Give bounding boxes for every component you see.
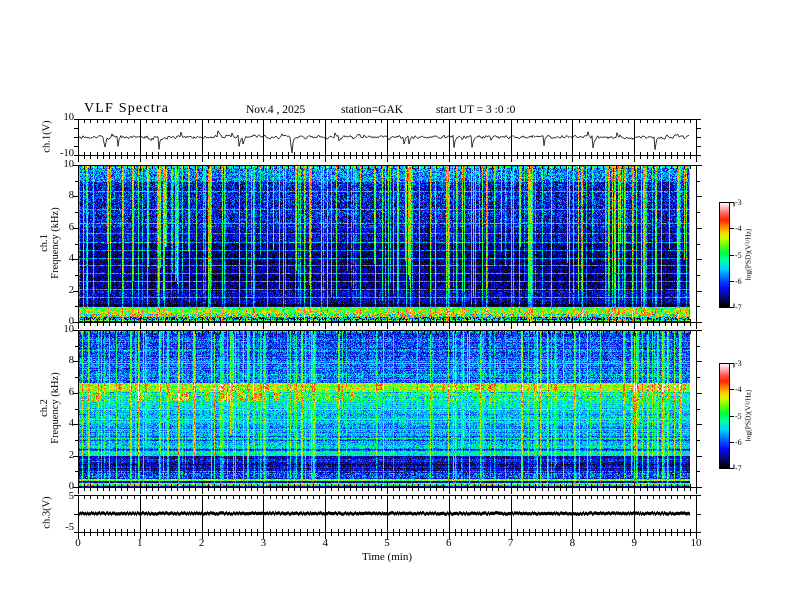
freq-tick-label: 6 [68, 221, 74, 233]
ch1-freq-axis-label: ch.1 Frequency (kHz) [39, 188, 61, 298]
colorbar-tick-label: -4 [735, 385, 742, 395]
freq-tick-label: 0 [68, 316, 74, 327]
colorbar-tick-label: -6 [735, 437, 742, 447]
freq-tick-label: 2 [68, 284, 74, 296]
colorbar-tick-label: -5 [735, 250, 742, 260]
ch1-spectrogram-canvas [78, 165, 690, 322]
ch1-volt-ymax-label: 10 [63, 112, 75, 123]
start-ut-label: start UT = 3 :0 :0 [436, 104, 516, 116]
colorbar-tick-label: -3 [735, 359, 742, 368]
date-label: Nov.4 , 2025 [246, 104, 306, 116]
ch2-freq-axis-label: ch.2 Frequency (kHz) [39, 353, 61, 463]
station-label: station=GAK [341, 104, 404, 116]
x-tick-label: 8 [569, 537, 576, 549]
ch2-name-label: ch.2 [39, 399, 50, 417]
ch3-volt-axis-label: ch.3(V) [41, 496, 53, 529]
page-title: VLF Spectra [84, 101, 170, 116]
ch1-volt-ymin-label: -10 [60, 148, 74, 159]
freq-tick-label: 4 [68, 253, 74, 265]
x-tick-label: 0 [75, 537, 81, 549]
ch2-freq-label: Frequency (kHz) [50, 372, 61, 444]
x-tick-label: 9 [631, 537, 637, 549]
x-tick-label: 4 [322, 537, 328, 549]
ch1-name-label: ch.1 [39, 234, 50, 252]
colorbar-tick-label: -3 [735, 198, 742, 207]
colorbar-tick-label: -4 [735, 224, 742, 234]
freq-tick-label: 4 [68, 418, 74, 430]
x-tick-label: 7 [507, 537, 514, 549]
x-tick-label: 3 [260, 537, 267, 549]
ch3-volt-ymin-label: -5 [65, 522, 74, 533]
ch3-volt-ymax-label: 5 [68, 491, 74, 502]
colorbar-tick-label: -7 [735, 464, 742, 473]
colorbar-tick-label: -7 [735, 303, 742, 312]
freq-tick-label: 8 [68, 355, 74, 367]
freq-tick-label: 6 [68, 386, 74, 398]
ch2-spectrogram-canvas [78, 330, 690, 487]
x-tick-label: 2 [198, 537, 205, 549]
x-tick-label: 6 [446, 537, 452, 549]
freq-tick-label: 10 [63, 324, 75, 335]
x-tick-label: 10 [690, 537, 702, 549]
freq-tick-label: 10 [63, 159, 75, 170]
x-axis-title: Time (min) [361, 551, 412, 563]
x-tick-label: 1 [137, 537, 143, 549]
colorbar-tick-label: -5 [735, 411, 742, 421]
freq-tick-label: 2 [68, 449, 74, 461]
colorbar-tick-label: -6 [735, 276, 742, 286]
freq-tick-label: 8 [68, 190, 74, 202]
ch1-waveform-canvas [78, 119, 690, 155]
colorbar1-label: log(PSD)(V²/Hz) [743, 228, 753, 281]
ch1-volt-axis-label: ch.1(V) [41, 120, 53, 153]
x-tick-label: 5 [384, 537, 390, 549]
ch3-waveform-canvas [78, 495, 690, 532]
freq-tick-label: 0 [68, 481, 74, 492]
colorbar2-label: log(PSD)(V²/Hz) [743, 389, 753, 442]
ch1-freq-label: Frequency (kHz) [50, 207, 61, 279]
